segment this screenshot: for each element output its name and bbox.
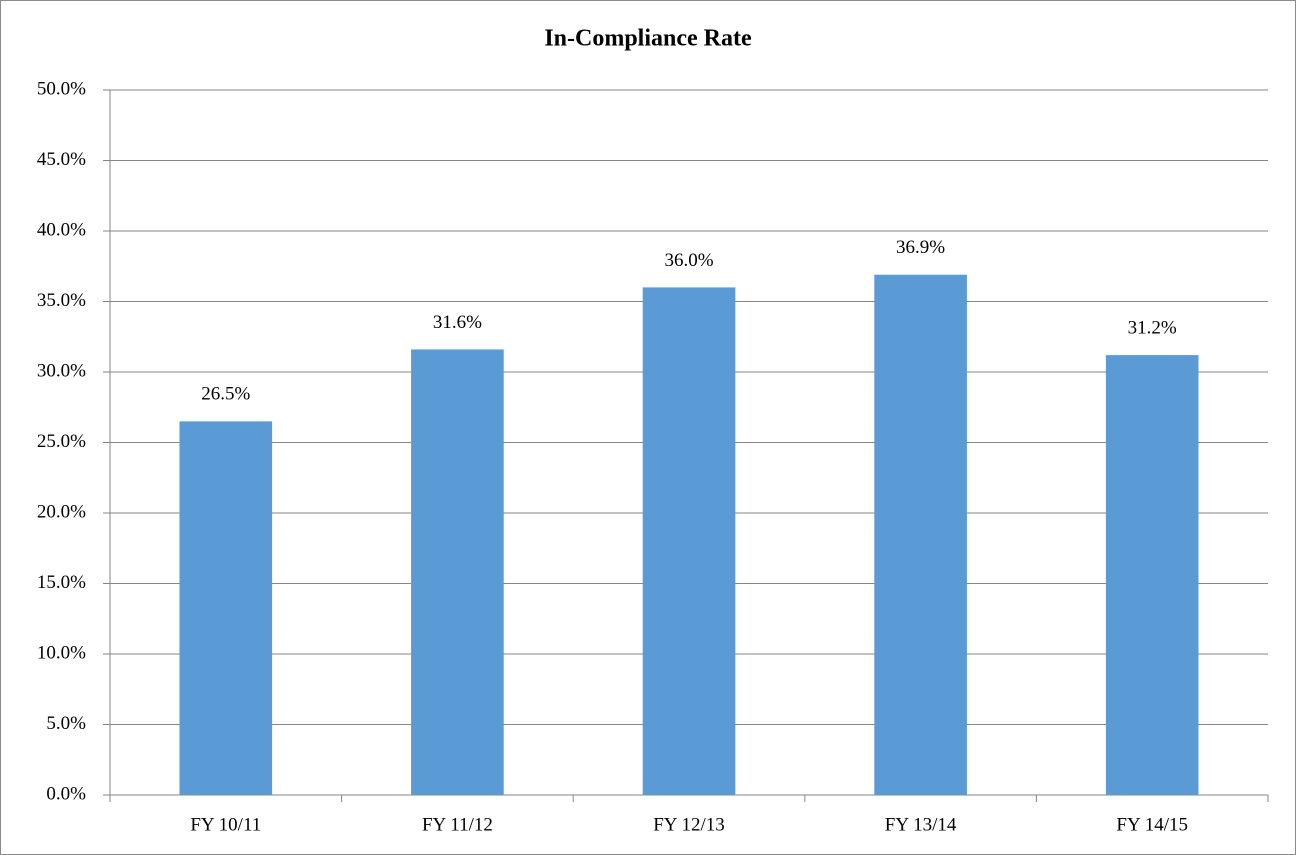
y-tick-label: 35.0%: [37, 290, 86, 311]
x-tick-label: FY 10/11: [190, 814, 261, 835]
bar: [411, 349, 504, 795]
x-tick-label: FY 13/14: [885, 814, 957, 835]
y-tick-label: 45.0%: [37, 149, 86, 170]
y-tick-label: 20.0%: [37, 501, 86, 522]
y-tick-label: 0.0%: [46, 783, 86, 804]
data-label: 31.6%: [433, 312, 482, 333]
x-tick-label: FY 11/12: [422, 814, 493, 835]
data-label: 31.2%: [1128, 317, 1177, 338]
y-tick-label: 50.0%: [37, 78, 86, 99]
x-tick-label: FY 14/15: [1116, 814, 1188, 835]
chart-title: In-Compliance Rate: [544, 26, 752, 52]
data-label: 36.9%: [896, 237, 945, 258]
y-tick-label: 15.0%: [37, 572, 86, 593]
x-tick-label: FY 12/13: [653, 814, 725, 835]
data-label: 26.5%: [201, 384, 250, 405]
y-tick-label: 30.0%: [37, 360, 86, 381]
y-tick-label: 10.0%: [37, 642, 86, 663]
y-tick-label: 25.0%: [37, 431, 86, 452]
bar: [179, 421, 273, 795]
bar: [642, 287, 736, 795]
y-tick-label: 5.0%: [46, 713, 86, 734]
y-tick-label: 40.0%: [37, 219, 86, 240]
bar: [1105, 355, 1199, 795]
data-label: 36.0%: [664, 250, 713, 271]
bar: [874, 274, 967, 796]
